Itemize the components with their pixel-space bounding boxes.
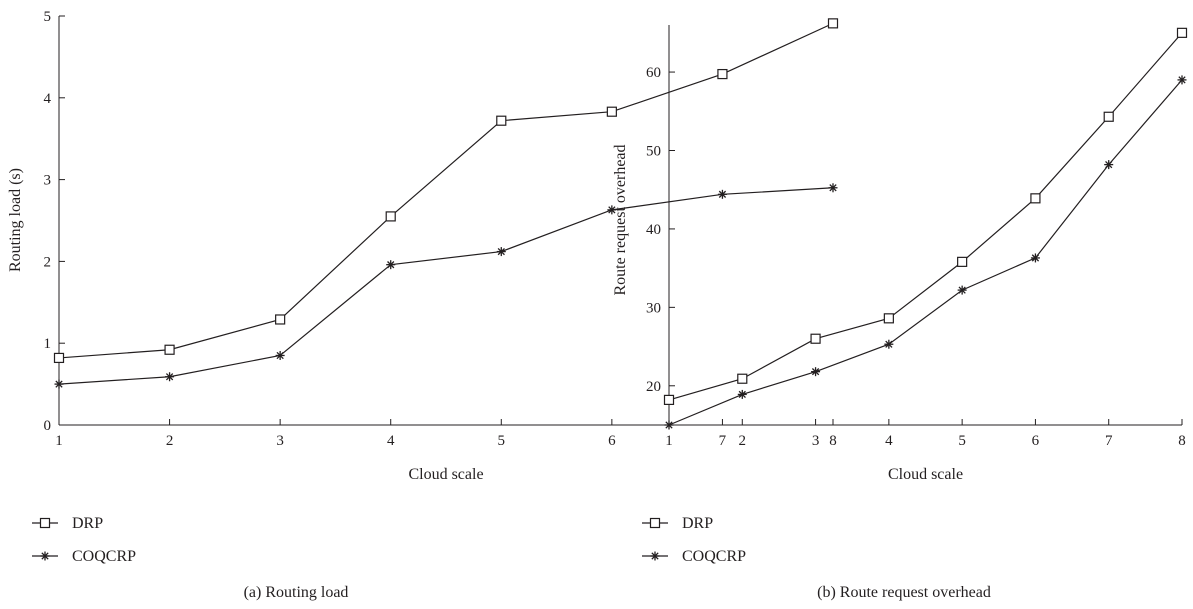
data-point <box>1030 193 1041 204</box>
data-point <box>827 18 839 29</box>
data-point <box>164 344 175 355</box>
data-point <box>828 183 838 193</box>
x-tick-label: 2 <box>166 433 174 449</box>
series-line <box>58 22 834 359</box>
y-tick-label: 5 <box>44 9 52 25</box>
series-line <box>58 187 834 385</box>
y-tick-label: 2 <box>44 254 52 270</box>
data-point <box>607 205 617 215</box>
legend-marker <box>650 551 660 561</box>
data-point <box>1176 27 1188 38</box>
data-point <box>811 367 821 377</box>
x-axis-label: Cloud scale <box>408 466 483 483</box>
data-point <box>385 211 396 222</box>
x-tick-label: 5 <box>498 433 506 449</box>
chart-caption: (a) Routing load <box>244 584 349 601</box>
data-point <box>883 313 894 324</box>
data-point <box>663 394 675 406</box>
data-point <box>496 115 507 126</box>
x-tick-label: 7 <box>1105 433 1113 449</box>
y-tick-label: 3 <box>44 173 52 189</box>
data-point <box>275 350 285 360</box>
data-point <box>1103 111 1114 122</box>
legend-entry-coqcrp: COQCRP <box>32 548 136 565</box>
legend-label: COQCRP <box>72 548 136 565</box>
legend-marker <box>39 517 51 529</box>
series-line <box>668 32 1183 401</box>
data-point <box>275 314 286 325</box>
legend-entry-drp: DRP <box>642 515 713 532</box>
chart-caption: (b) Route request overhead <box>817 584 991 601</box>
x-tick-label: 6 <box>608 433 616 449</box>
legend-label: COQCRP <box>682 548 746 565</box>
legend-entry-drp: DRP <box>32 515 103 532</box>
data-point <box>53 352 65 364</box>
legend-marker <box>649 517 661 529</box>
x-tick-label: 1 <box>55 433 63 449</box>
x-tick-label: 3 <box>812 433 820 449</box>
y-tick-label: 50 <box>646 143 661 159</box>
y-tick-label: 30 <box>646 300 661 316</box>
y-tick-label: 40 <box>646 222 661 238</box>
x-tick-label: 8 <box>829 433 837 449</box>
data-point <box>664 420 674 430</box>
x-tick-label: 5 <box>958 433 966 449</box>
data-point <box>717 68 728 80</box>
legend-marker <box>40 551 50 561</box>
data-point <box>1030 253 1040 263</box>
chart-route-request-overhead: 1 2 3 4 5 6 7 8 20 30 40 50 60 Cloud scale Route reque… <box>612 25 1188 601</box>
data-point <box>1104 160 1114 170</box>
legend-entry-coqcrp: COQCRP <box>642 548 746 565</box>
legend-label: DRP <box>682 515 713 532</box>
x-tick-label: 4 <box>885 433 893 449</box>
data-point <box>884 339 894 349</box>
data-point <box>737 389 747 399</box>
y-tick-label: 1 <box>44 336 52 352</box>
data-point <box>957 256 968 267</box>
data-point <box>165 372 175 382</box>
data-point <box>1177 75 1187 85</box>
x-axis-label: Cloud scale <box>888 466 963 483</box>
data-point <box>54 379 64 389</box>
series-drp <box>663 27 1188 406</box>
series-drp <box>53 18 839 364</box>
y-axis-label: Route request overhead <box>612 144 629 295</box>
data-point <box>737 373 748 384</box>
y-tick-label: 60 <box>646 65 661 81</box>
x-tick-label: 1 <box>665 433 673 449</box>
x-tick-label: 4 <box>387 433 395 449</box>
series-line <box>668 79 1183 426</box>
data-point <box>386 260 396 270</box>
data-point <box>717 189 727 199</box>
data-point <box>957 285 967 295</box>
x-tick-label: 8 <box>1178 433 1186 449</box>
data-point <box>810 333 821 344</box>
data-point <box>496 247 506 257</box>
y-tick-label: 4 <box>44 91 52 107</box>
y-tick-label: 20 <box>646 379 661 395</box>
series-coqcrp <box>664 75 1187 430</box>
series-coqcrp <box>54 183 838 389</box>
x-tick-label: 3 <box>276 433 284 449</box>
y-tick-label: 0 <box>44 418 52 434</box>
x-tick-label: 6 <box>1032 433 1040 449</box>
x-tick-label: 7 <box>719 433 727 449</box>
y-axis-label: Routing load (s) <box>7 168 24 272</box>
x-tick-label: 2 <box>739 433 747 449</box>
data-point <box>606 106 617 117</box>
legend-label: DRP <box>72 515 103 532</box>
